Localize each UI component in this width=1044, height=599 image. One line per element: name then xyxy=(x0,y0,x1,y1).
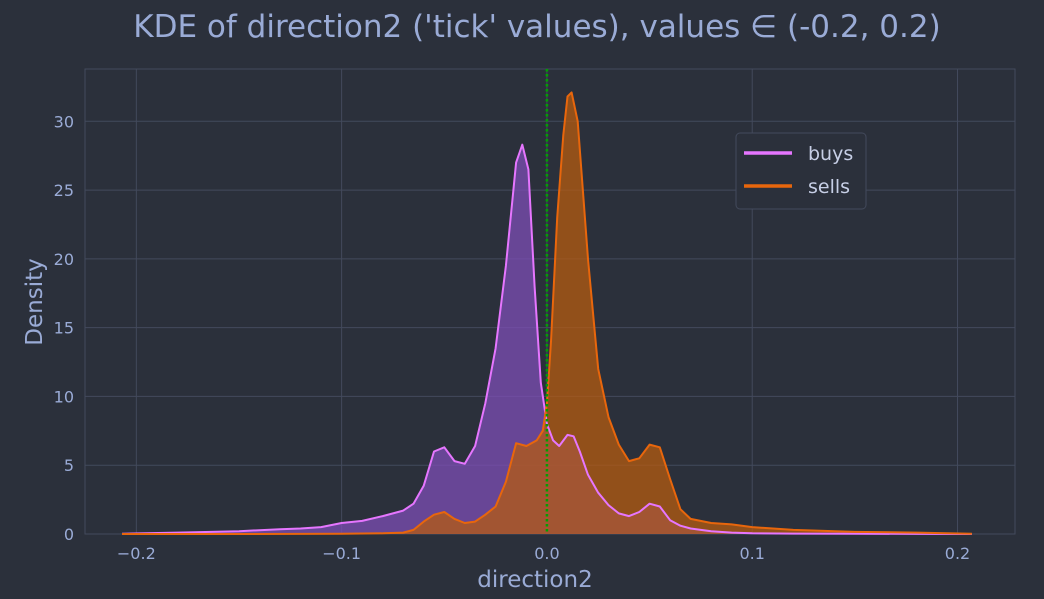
y-tick-label: 30 xyxy=(54,112,74,131)
series-lines xyxy=(121,91,972,535)
x-tick-label: −0.1 xyxy=(322,544,361,563)
y-axis-label: Density xyxy=(22,258,48,345)
legend-label-buys: buys xyxy=(808,143,853,165)
x-tick-label: −0.2 xyxy=(117,544,156,563)
y-tick-labels: 0 5 10 15 20 25 30 xyxy=(54,112,74,544)
series-line-buys xyxy=(121,143,972,535)
y-tick-label: 0 xyxy=(64,525,74,544)
y-tick-label: 20 xyxy=(54,250,74,269)
chart-title: KDE of direction2 ('tick' values), value… xyxy=(133,9,940,45)
x-axis-label: direction2 xyxy=(477,567,592,593)
y-tick-label: 10 xyxy=(54,387,74,406)
y-tick-label: 15 xyxy=(54,319,74,338)
legend: buys sells xyxy=(735,132,867,210)
y-tick-label: 25 xyxy=(54,181,74,200)
x-tick-label: 0.1 xyxy=(739,544,764,563)
series-line-sells xyxy=(122,91,972,535)
y-tick-label: 5 xyxy=(64,456,74,475)
legend-label-sells: sells xyxy=(808,176,850,198)
x-tick-labels: −0.2 −0.1 0.0 0.1 0.2 xyxy=(117,544,970,563)
x-tick-label: 0.0 xyxy=(534,544,559,563)
x-tick-label: 0.2 xyxy=(945,544,970,563)
